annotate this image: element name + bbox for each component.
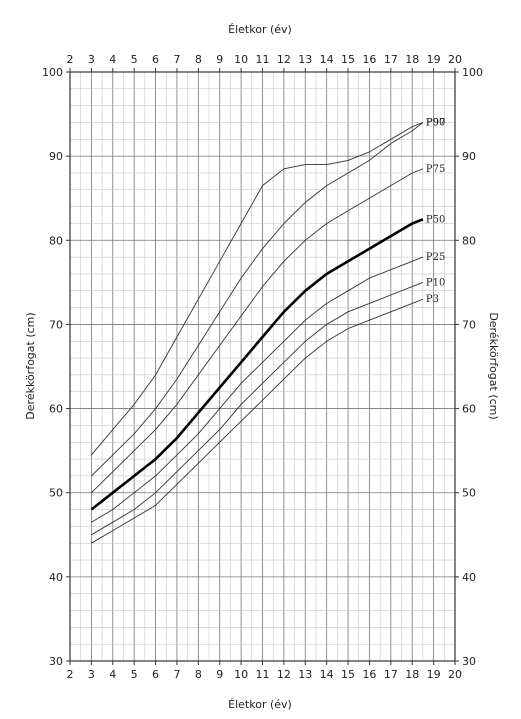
x-tick-label-bottom: 10 (234, 668, 248, 681)
x-tick-label-bottom: 6 (152, 668, 159, 681)
x-tick-label-top: 20 (448, 53, 462, 66)
x-tick-label-top: 15 (341, 53, 355, 66)
series-label-p3: P3 (426, 294, 439, 305)
x-tick-label-top: 6 (152, 53, 159, 66)
x-tick-label-top: 9 (216, 53, 223, 66)
y-tick-label-right: 90 (462, 150, 476, 163)
series-line-p75 (91, 168, 424, 494)
y-tick-label-left: 50 (49, 487, 63, 500)
x-tick-label-bottom: 5 (131, 668, 138, 681)
x-tick-label-top: 19 (427, 53, 441, 66)
x-tick-label-top: 14 (320, 53, 334, 66)
y-tick-label-left: 60 (49, 403, 63, 416)
plot-frame (69, 71, 456, 662)
x-tick-label-bottom: 16 (362, 668, 376, 681)
x-tick-label-bottom: 3 (88, 668, 95, 681)
x-tick-label-top: 17 (384, 53, 398, 66)
chart-grid (69, 71, 456, 662)
y-tick-label-left: 80 (49, 234, 63, 247)
x-tick-label-top: 8 (195, 53, 202, 66)
y-axis-title-right: Derékkörfogat (cm) (487, 312, 500, 419)
series-label-p75: P75 (426, 164, 445, 175)
series-line-p50 (90, 218, 424, 511)
x-tick-label-top: 10 (234, 53, 248, 66)
y-tick-label-left: 30 (49, 655, 63, 668)
x-tick-label-bottom: 11 (256, 668, 270, 681)
x-tick-label-bottom: 14 (320, 668, 334, 681)
x-tick-label-top: 18 (405, 53, 419, 66)
y-tick-label-right: 100 (462, 66, 483, 79)
x-axis-title-bottom: Életkor (év) (228, 698, 292, 711)
x-tick-label-top: 3 (88, 53, 95, 66)
x-tick-label-top: 5 (131, 53, 138, 66)
y-tick-label-right: 30 (462, 655, 476, 668)
series-label-p97: P97 (426, 117, 445, 128)
series-label-p25: P25 (426, 252, 445, 263)
x-tick-label-top: 11 (256, 53, 270, 66)
x-tick-label-bottom: 2 (67, 668, 74, 681)
x-tick-label-top: 2 (67, 53, 74, 66)
x-tick-label-bottom: 13 (298, 668, 312, 681)
x-axis-title-top: Életkor (év) (228, 23, 292, 36)
series-label-p90: P90 (426, 117, 445, 128)
y-tick-label-right: 60 (462, 403, 476, 416)
y-tick-label-right: 50 (462, 487, 476, 500)
x-tick-label-bottom: 8 (195, 668, 202, 681)
series-line-p25 (91, 256, 424, 523)
y-tick-label-left: 90 (49, 150, 63, 163)
x-tick-label-top: 16 (362, 53, 376, 66)
y-tick-label-left: 70 (49, 318, 63, 331)
series-label-p50: P50 (426, 214, 445, 225)
x-tick-label-top: 7 (173, 53, 180, 66)
x-tick-label-bottom: 15 (341, 668, 355, 681)
x-tick-label-bottom: 4 (109, 668, 116, 681)
y-tick-label-right: 80 (462, 234, 476, 247)
series-line-p3 (91, 298, 424, 544)
chart-ticks: 2 2 3 3 4 4 5 5 6 6 7 7 8 8 9 9 10 10 11 11 12 12 13 13 14 14 15 15… (42, 53, 483, 681)
y-tick-label-left: 40 (49, 571, 63, 584)
x-tick-label-bottom: 20 (448, 668, 462, 681)
y-tick-label-left: 100 (42, 66, 63, 79)
x-tick-label-bottom: 19 (427, 668, 441, 681)
y-tick-label-right: 40 (462, 571, 476, 584)
x-tick-label-top: 12 (277, 53, 291, 66)
x-tick-label-bottom: 12 (277, 668, 291, 681)
percentile-lines (90, 122, 424, 544)
x-tick-label-bottom: 18 (405, 668, 419, 681)
x-tick-label-top: 4 (109, 53, 116, 66)
series-line-p10 (91, 281, 424, 536)
x-tick-label-bottom: 9 (216, 668, 223, 681)
x-tick-label-top: 13 (298, 53, 312, 66)
series-line-p97 (91, 122, 424, 456)
series-line-p90 (91, 122, 424, 477)
series-label-p10: P10 (426, 277, 445, 288)
x-tick-label-bottom: 17 (384, 668, 398, 681)
y-axis-title-left: Derékkörfogat (cm) (24, 312, 37, 419)
x-tick-label-bottom: 7 (173, 668, 180, 681)
y-tick-label-right: 70 (462, 318, 476, 331)
